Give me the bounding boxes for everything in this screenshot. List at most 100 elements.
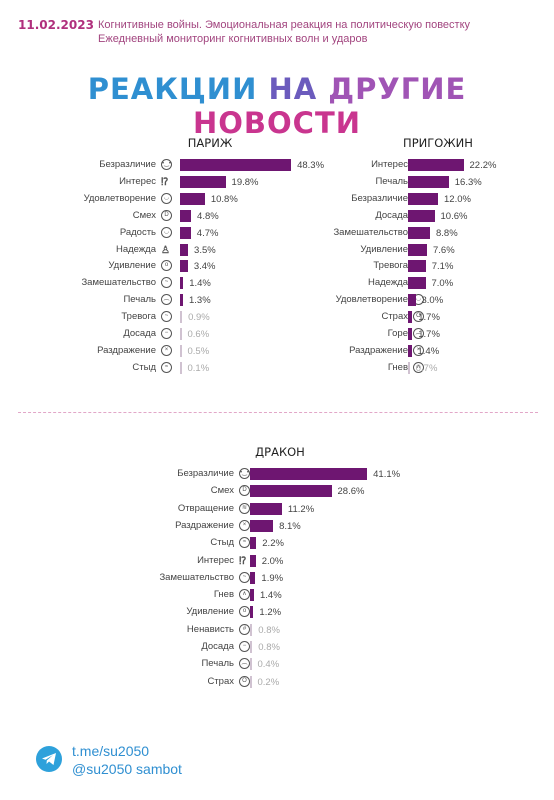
header-subtitle-1: Когнитивные войны. Эмоциональная реакция…: [98, 19, 471, 31]
bar: [250, 658, 252, 671]
bar-value-label: 2.2%: [262, 538, 284, 550]
bar: [408, 277, 426, 290]
confused-face-icon: ~: [239, 571, 250, 583]
category-label: Раздражение: [175, 519, 234, 531]
category-label: Горе: [387, 328, 408, 339]
bar: [180, 243, 189, 256]
surprised-face-icon: o: [239, 606, 250, 618]
bar: [180, 159, 292, 171]
surprised-face-icon: o: [161, 260, 172, 272]
category-label: Печаль: [375, 175, 408, 187]
telegram-link[interactable]: t.me/su2050: [72, 743, 150, 759]
header-subtitle-2: Ежедневный мониторинг когнитивных волн и…: [98, 33, 368, 45]
bar-value-label: 1.4%: [417, 345, 440, 357]
bar: [250, 641, 253, 653]
bar-value-label: 3.0%: [421, 295, 444, 307]
bot-link[interactable]: @su2050 sambot: [72, 761, 182, 777]
neutral-face-icon: •‿•: [161, 159, 172, 170]
bar: [180, 260, 188, 273]
irritated-face-icon: ×: [161, 344, 172, 356]
annoyed-face-icon: −: [161, 328, 172, 339]
laughing-face-icon: D: [239, 485, 250, 497]
bar-value-label: 1.9%: [261, 572, 284, 584]
bar-value-label: 11.2%: [287, 503, 315, 515]
bar-value-label: 1.3%: [188, 295, 211, 307]
bar: [408, 260, 426, 273]
category-label: Удовлетворение: [83, 192, 156, 204]
bar-value-label: 0.2%: [257, 676, 280, 688]
bar: [408, 159, 464, 171]
category-label: Печаль: [201, 658, 234, 670]
bar: [408, 209, 435, 222]
ashamed-face-icon: ≈: [161, 361, 172, 373]
category-label: Страх: [207, 675, 234, 687]
bar: [408, 311, 413, 324]
section-divider: [18, 412, 538, 413]
exclamation-question-icon: ⁉: [239, 555, 247, 567]
laughing-face-icon: D: [161, 209, 172, 221]
bar: [408, 294, 416, 307]
bar-value-label: 7.0%: [431, 278, 454, 290]
bar-value-label: 4.8%: [197, 210, 219, 222]
bar-value-label: 41.1%: [373, 469, 401, 480]
bar: [180, 344, 182, 357]
grief-face-icon: ︵: [413, 328, 424, 339]
category-label: Безразличие: [99, 159, 156, 170]
category-label: Стыд: [132, 361, 156, 373]
bar-value-label: 0.4%: [257, 659, 280, 671]
category-label: Замешательство: [159, 571, 234, 583]
bar: [408, 243, 427, 256]
hope-figure-icon: ♙: [161, 244, 170, 256]
category-label: Удивление: [360, 243, 408, 255]
bar-value-label: 7.1%: [431, 261, 454, 273]
category-label: Интерес: [371, 159, 408, 170]
chart-title: ПАРИЖ: [187, 136, 233, 150]
anxious-face-icon: ~: [161, 311, 172, 323]
bar-value-label: 12.0%: [444, 193, 471, 205]
category-label: Досада: [375, 209, 408, 221]
bar: [408, 226, 430, 239]
hateful-face-icon: #: [239, 623, 250, 635]
bar: [250, 606, 254, 619]
fear-face-icon: O: [413, 311, 424, 323]
bar: [408, 361, 410, 374]
bar: [408, 175, 449, 188]
ashamed-face-icon: ≈: [239, 537, 250, 549]
bar-value-label: 0.8%: [258, 624, 280, 636]
bar-value-label: 0.7%: [415, 362, 438, 374]
irritated-face-icon: ×: [239, 519, 250, 531]
category-label: Безразличие: [177, 468, 234, 479]
category-label: Удивление: [108, 260, 156, 272]
bar-value-label: 0.1%: [187, 362, 210, 374]
neutral-face-icon: •‿•: [239, 468, 250, 479]
bar-value-label: 19.8%: [231, 176, 259, 188]
bar-value-label: 0.5%: [187, 345, 210, 357]
bar-value-label: 48.3%: [297, 160, 325, 171]
category-label: Стыд: [210, 537, 234, 549]
category-label: Надежда: [115, 243, 156, 255]
annoyed-face-icon: −: [239, 641, 250, 652]
disgusted-face-icon: ≋: [239, 502, 250, 514]
category-label: Смех: [210, 485, 234, 497]
bar-value-label: 28.6%: [337, 486, 365, 498]
category-label: Тревога: [121, 311, 156, 323]
bar-value-label: 3.5%: [194, 244, 216, 256]
telegram-icon[interactable]: [36, 746, 62, 772]
bar: [180, 277, 184, 290]
bar: [250, 468, 368, 480]
happy-face-icon: ◡: [161, 226, 172, 238]
bar: [250, 675, 252, 688]
bar: [250, 502, 282, 515]
bar-value-label: 1.2%: [259, 607, 282, 619]
bar: [408, 192, 438, 205]
bar-value-label: 7.6%: [433, 244, 455, 256]
bar-value-label: 1.4%: [259, 590, 282, 602]
bar-value-label: 8.8%: [436, 227, 458, 239]
bar-value-label: 0.8%: [258, 642, 280, 653]
bar: [180, 294, 183, 307]
bar: [180, 226, 191, 239]
category-label: Досада: [201, 641, 234, 652]
sad-face-icon: ︵: [161, 294, 172, 306]
bar-value-label: 10.8%: [210, 193, 238, 205]
bar-value-label: 0.9%: [188, 312, 210, 324]
